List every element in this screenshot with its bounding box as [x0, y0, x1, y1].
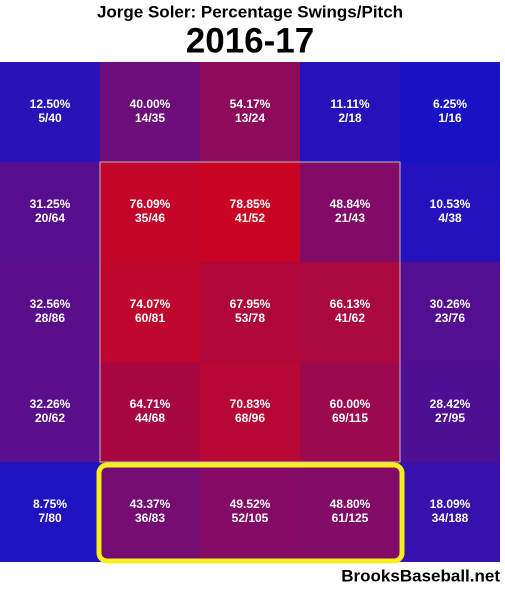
cell-count-label: 4/38 [438, 211, 462, 225]
heatmap-cell [0, 262, 100, 362]
cell-count-label: 35/46 [135, 211, 165, 225]
cell-value-label: 11.11% [330, 97, 370, 111]
heatmap-cell [300, 462, 400, 562]
cell-count-label: 5/40 [38, 111, 62, 125]
heatmap-cell [100, 162, 200, 262]
cell-value-label: 43.37% [130, 497, 171, 511]
highlight-box [96, 462, 405, 564]
heatmap-cell [100, 262, 200, 362]
heatmap-cell [300, 162, 400, 262]
cell-count-label: 14/35 [135, 111, 165, 125]
cell-value-label: 78.85% [230, 197, 271, 211]
heatmap-cell [0, 162, 100, 262]
heatmap-cell [0, 362, 100, 462]
cell-count-label: 7/80 [38, 511, 62, 525]
cell-count-label: 61/125 [332, 511, 369, 525]
cell-value-label: 64.71% [130, 397, 171, 411]
heatmap-cell [400, 62, 500, 162]
heatmap-cell [400, 162, 500, 262]
heatmap-cell [0, 462, 100, 562]
cell-count-label: 23/76 [435, 311, 465, 325]
cell-count-label: 34/188 [432, 511, 469, 525]
heatmap-grid: 12.50%5/40 40.00%14/35 54.17%13/24 11.11%2/… [0, 62, 500, 562]
cell-count-label: 41/62 [335, 311, 365, 325]
cell-count-label: 2/18 [338, 111, 362, 125]
cell-count-label: 27/95 [435, 411, 465, 425]
cell-value-label: 48.80% [330, 497, 371, 511]
cell-value-label: 40.00% [130, 97, 171, 111]
cell-count-label: 41/52 [235, 211, 265, 225]
heatmap-cell [400, 262, 500, 362]
cell-count-label: 20/64 [35, 211, 65, 225]
cell-value-label: 74.07% [130, 297, 171, 311]
strike-zone [99, 161, 401, 463]
cell-value-label: 66.13% [330, 297, 371, 311]
cell-value-label: 32.56% [30, 297, 71, 311]
cell-count-label: 60/81 [135, 311, 165, 325]
cell-count-label: 44/68 [135, 411, 165, 425]
cell-value-label: 60.00% [330, 397, 371, 411]
heatmap-cell [200, 62, 300, 162]
cell-count-label: 13/24 [235, 111, 265, 125]
heatmap-cell [300, 262, 400, 362]
source-label: BrooksBaseball.net [341, 566, 500, 585]
chart-subtitle: 2016-17 [186, 21, 314, 60]
cell-count-label: 1/16 [438, 111, 462, 125]
cell-value-label: 54.17% [230, 97, 271, 111]
cell-count-label: 53/78 [235, 311, 265, 325]
heatmap-cell [300, 62, 400, 162]
heatmap-cell [100, 62, 200, 162]
cell-value-label: 31.25% [30, 197, 71, 211]
chart-title: Jorge Soler: Percentage Swings/Pitch [97, 2, 403, 21]
heatmap-cell [200, 262, 300, 362]
heatmap-cell [100, 462, 200, 562]
cell-value-label: 49.52% [230, 497, 271, 511]
cell-value-label: 12.50% [30, 97, 71, 111]
cell-value-label: 70.83% [230, 397, 271, 411]
cell-count-label: 28/86 [35, 311, 65, 325]
cell-count-label: 36/83 [135, 511, 165, 525]
heatmap-cell [100, 362, 200, 462]
cell-value-label: 6.25% [433, 97, 467, 111]
heatmap-cell [300, 362, 400, 462]
cell-value-label: 48.84% [330, 197, 371, 211]
cell-count-label: 69/115 [332, 411, 368, 425]
cell-value-label: 76.09% [130, 197, 171, 211]
heatmap-cell [400, 462, 500, 562]
cell-count-label: 52/105 [232, 511, 269, 525]
cell-value-label: 32.26% [30, 397, 71, 411]
cell-count-label: 21/43 [335, 211, 365, 225]
cell-count-label: 20/62 [35, 411, 65, 425]
heatmap-cell [200, 162, 300, 262]
heatmap-cell [0, 62, 100, 162]
cell-value-label: 18.09% [430, 497, 471, 511]
heatmap-cell [200, 362, 300, 462]
heatmap-cell [200, 462, 300, 562]
cell-value-label: 67.95% [230, 297, 271, 311]
heatmap-cell [400, 362, 500, 462]
cell-count-label: 68/96 [235, 411, 265, 425]
cell-value-label: 28.42% [430, 397, 471, 411]
cell-value-label: 8.75% [33, 497, 67, 511]
cell-value-label: 30.26% [430, 297, 471, 311]
cell-value-label: 10.53% [430, 197, 471, 211]
